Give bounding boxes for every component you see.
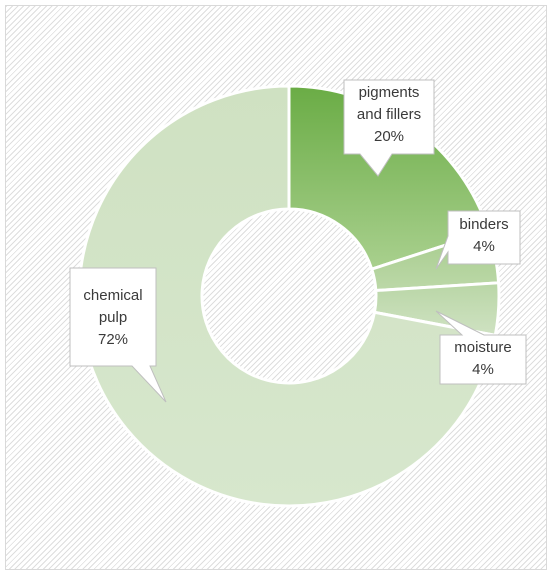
data-label-name-line-1: chemical	[83, 287, 143, 304]
data-label-moisture: moisture 4%	[440, 337, 526, 381]
callout-box-binders	[435, 210, 521, 270]
data-label-binders: binders 4%	[448, 214, 520, 258]
data-label-pigments-and-fillers: pigments and fillers 20%	[344, 82, 434, 148]
callout-box-chemical-pulp	[69, 267, 167, 403]
callout-box-pigments-and-fillers	[343, 79, 435, 177]
slice-chemical-pulp	[77, 84, 498, 508]
data-label-name-line-1: pigments	[358, 84, 420, 101]
data-label-name-line-2: and fillers	[356, 106, 422, 123]
callout-box-moisture	[435, 310, 527, 385]
data-label-name-line-2: pulp	[98, 309, 128, 326]
data-label-name: moisture	[454, 339, 512, 356]
data-label-value: 4%	[473, 238, 495, 255]
data-label-name: binders	[459, 216, 509, 233]
data-label-value: 72%	[97, 331, 129, 348]
data-label-value: 20%	[373, 128, 405, 145]
data-label-value: 4%	[472, 361, 494, 378]
data-label-chemical-pulp: chemical pulp 72%	[70, 285, 156, 351]
